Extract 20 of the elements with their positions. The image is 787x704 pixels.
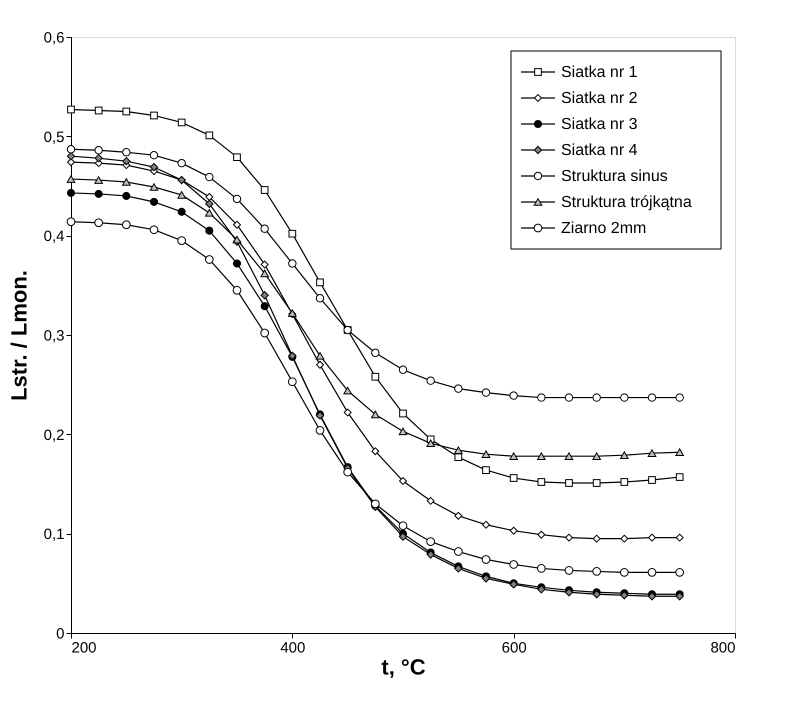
y-tick-label: 0,1 (44, 526, 64, 544)
x-tick-label: 200 (72, 640, 97, 656)
y-tick-label: 0,5 (44, 128, 64, 146)
x-tick-label: 800 (710, 640, 736, 656)
y-tick-label: 0,6 (44, 30, 64, 46)
y-axis-title: Lstr. / Lmon. (6, 270, 32, 401)
legend-label: Siatka nr 3 (561, 116, 638, 133)
y-tick-label: 0,2 (44, 426, 64, 444)
x-tick-label: 400 (280, 640, 306, 656)
y-tick-label: 0 (56, 626, 64, 642)
legend-label: Siatka nr 1 (561, 64, 638, 81)
y-tick-label: 0,3 (44, 328, 64, 344)
legend-label: Struktura sinus (561, 168, 668, 185)
legend-label: Ziarno 2mm (561, 220, 646, 237)
x-axis-title: t, °C (381, 654, 426, 680)
legend-label: Siatka nr 4 (561, 142, 638, 159)
y-tick-label: 0,4 (44, 228, 64, 246)
x-tick-label: 600 (502, 640, 527, 656)
legend-label: Siatka nr 2 (561, 90, 638, 107)
legend-label: Struktura trójkątna (561, 194, 692, 211)
